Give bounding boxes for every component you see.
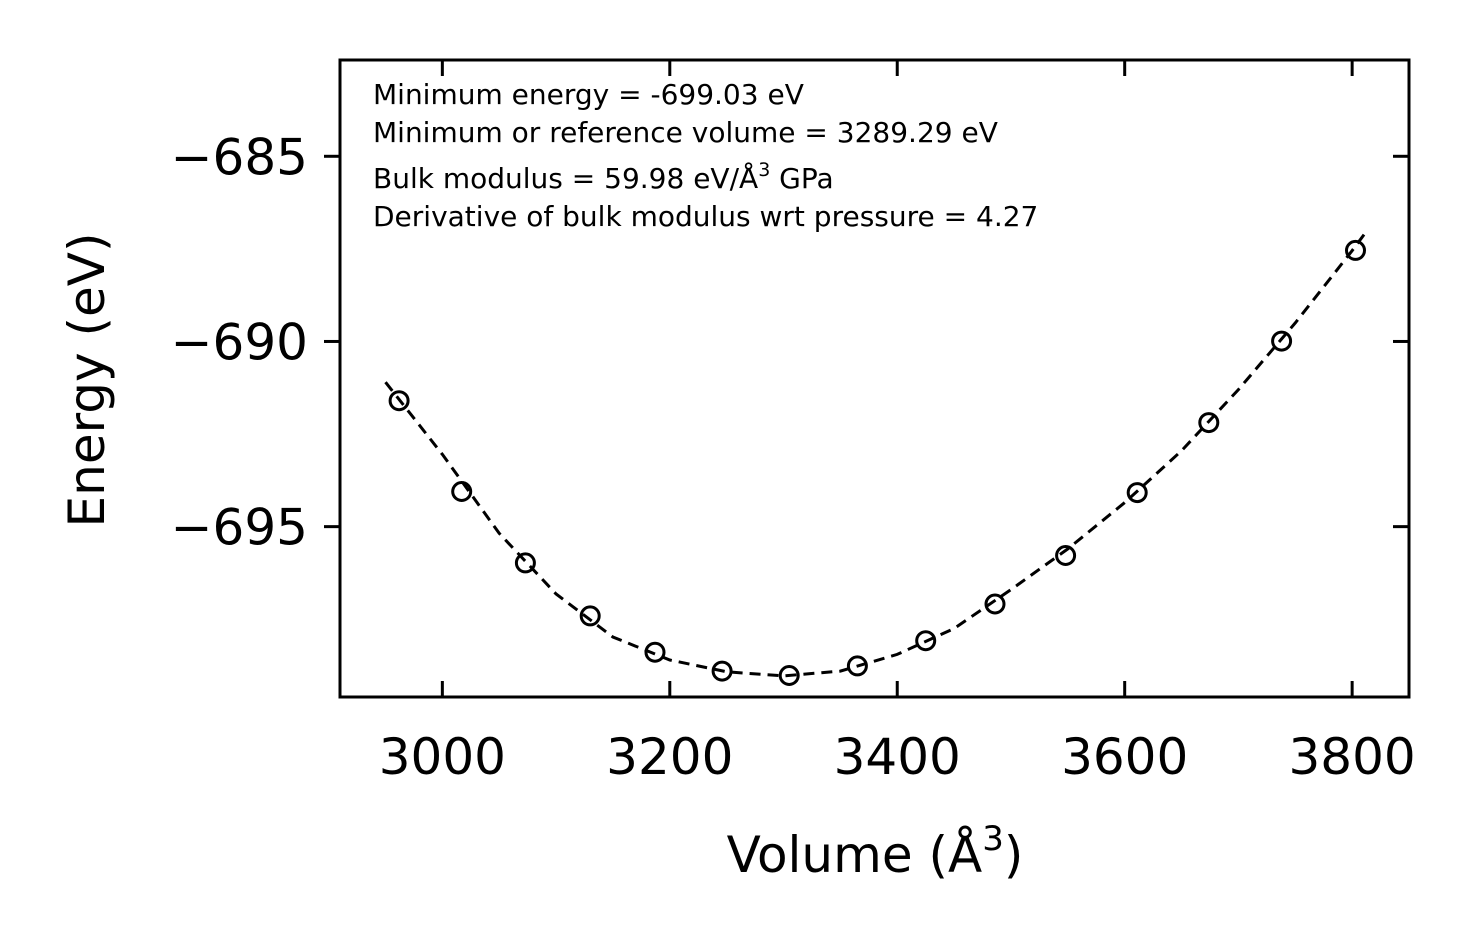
x-tick-label: 3600 [1061,728,1188,786]
x-axis-label-superscript: 3 [982,819,1004,859]
annotation-bulk-modulus-unit: GPa [770,162,833,195]
data-point [711,660,733,682]
data-point [644,641,666,663]
y-tick-label: −690 [171,313,308,371]
y-axis-ticks: −685 −690 −695 [171,128,1409,557]
data-point [846,655,868,677]
x-tick-label: 3400 [834,728,961,786]
x-axis-label-end: ) [1004,826,1024,884]
data-point [1271,330,1293,352]
x-axis-label: Volume (Å3) [727,819,1024,884]
data-point [388,390,410,412]
annotation-bulk-modulus-main: Bulk modulus = 59.98 eV/Å [373,161,758,195]
x-tick-label: 3000 [379,728,506,786]
data-point [984,593,1006,615]
plot-frame [338,58,1411,699]
data-point [514,552,536,574]
data-point [1126,482,1148,504]
y-tick-label: −685 [171,128,308,186]
data-point [1345,239,1366,261]
data-point [1198,412,1220,434]
y-axis-label: Energy (eV) [58,233,116,528]
annotation-bulk-derivative: Derivative of bulk modulus wrt pressure … [373,200,1038,233]
y-tick-label: −695 [171,499,308,557]
data-point [915,630,937,652]
plot-marks [384,231,1368,686]
annotation-min-energy: Minimum energy = -699.03 eV [373,78,804,111]
fit-curve [384,231,1368,678]
x-axis-ticks: 3000 3200 3400 3600 3800 [379,60,1416,786]
annotation-bulk-modulus: Bulk modulus = 59.98 eV/Å3 GPa [373,159,834,195]
x-tick-label: 3200 [606,728,733,786]
annotation-ref-volume: Minimum or reference volume = 3289.29 eV [373,116,998,149]
x-tick-label: 3800 [1289,728,1416,786]
data-point [778,665,800,686]
data-point [1055,545,1077,566]
x-axis-label-main: Volume (Å [727,826,983,884]
data-point [451,481,473,502]
annotation-block: Minimum energy = -699.03 eV Minimum or r… [373,78,1038,233]
data-point [579,605,601,627]
annotation-bulk-modulus-superscript: 3 [758,159,770,181]
